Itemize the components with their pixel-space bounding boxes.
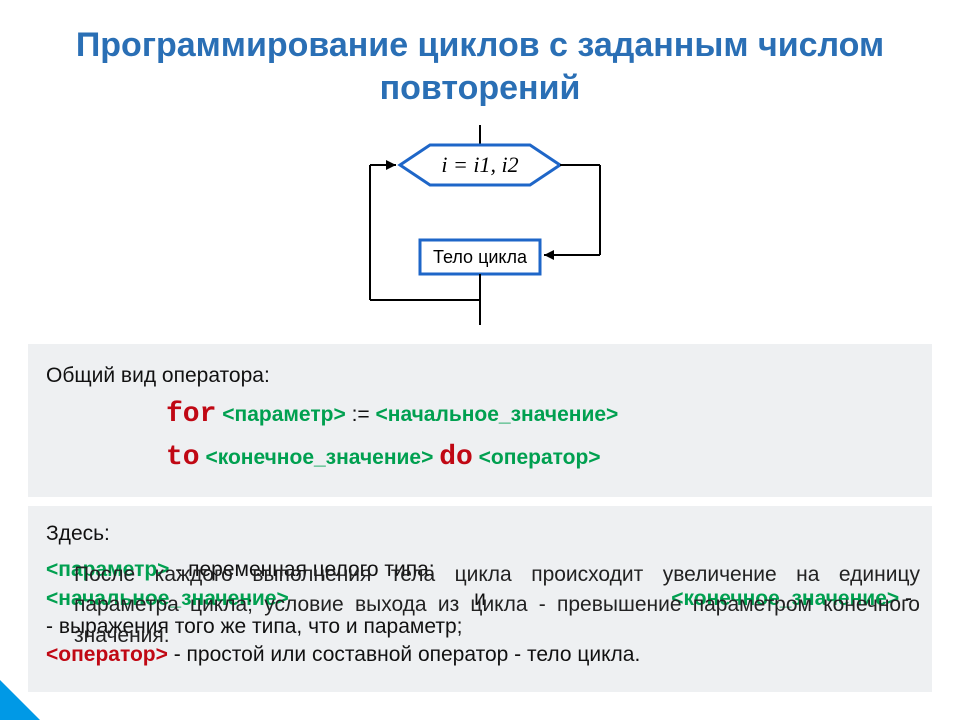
desc-here: Здесь: [46,520,912,548]
syntax-heading: Общий вид оператора: [46,360,912,393]
syntax-block: Общий вид оператора: for <параметр> := <… [28,344,932,497]
hex-label: i = i1, i2 [441,152,518,177]
syntax-assign: := [352,403,370,426]
body-label: Тело цикла [433,247,528,267]
syntax-start: <начальное_значение> [376,403,619,426]
syntax-oper: <оператор> [479,446,601,469]
kw-to: to [166,442,200,473]
syntax-end: <конечное_значение> [205,446,433,469]
overlay-paragraph: После каждого выполнения тела цикла прои… [70,560,924,680]
syntax-param: <параметр> [222,403,345,426]
flowchart: i = i1, i2 Тело цикла [0,125,960,335]
kw-for: for [166,399,216,430]
slide-title: Программирование циклов с заданным число… [0,0,960,121]
kw-do: do [439,442,473,473]
